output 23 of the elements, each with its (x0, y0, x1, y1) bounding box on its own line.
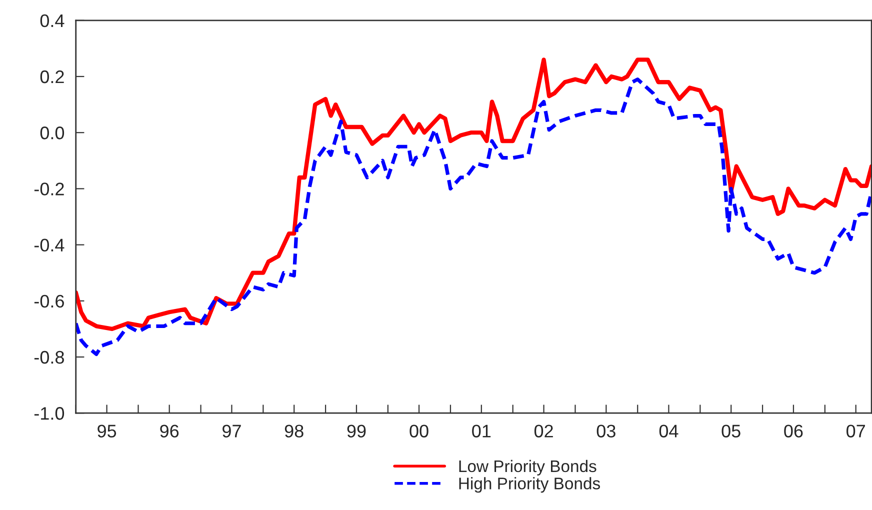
x-tick-label: 03 (596, 424, 616, 438)
legend-label: Low Priority Bonds (459, 460, 596, 476)
x-tick-label: 04 (659, 424, 678, 438)
y-tick-label: -0.6 (34, 294, 64, 308)
y-tick-label: -0.2 (34, 182, 64, 196)
y-tick-label: -0.4 (34, 238, 64, 252)
legend-label: High Priority Bonds (459, 477, 600, 493)
x-tick-label: 95 (98, 424, 116, 438)
x-tick-label: 02 (534, 424, 553, 438)
x-tick-label: 01 (472, 424, 491, 438)
x-tick-label: 97 (222, 424, 241, 438)
x-tick-label: 99 (347, 424, 366, 438)
x-tick-label: 06 (784, 424, 803, 438)
x-tick-label: 05 (722, 424, 740, 438)
y-tick-label: -0.8 (34, 350, 64, 364)
x-tick-label: 00 (410, 424, 428, 438)
x-tick-label: 07 (846, 424, 865, 438)
y-tick-label: 0.2 (40, 70, 64, 84)
x-tick-label: 96 (160, 424, 179, 438)
x-tick-label: 98 (284, 424, 304, 438)
y-tick-label: 0.0 (40, 126, 64, 140)
y-tick-label: 0.4 (40, 14, 64, 28)
y-tick-label: -1.0 (34, 407, 64, 420)
